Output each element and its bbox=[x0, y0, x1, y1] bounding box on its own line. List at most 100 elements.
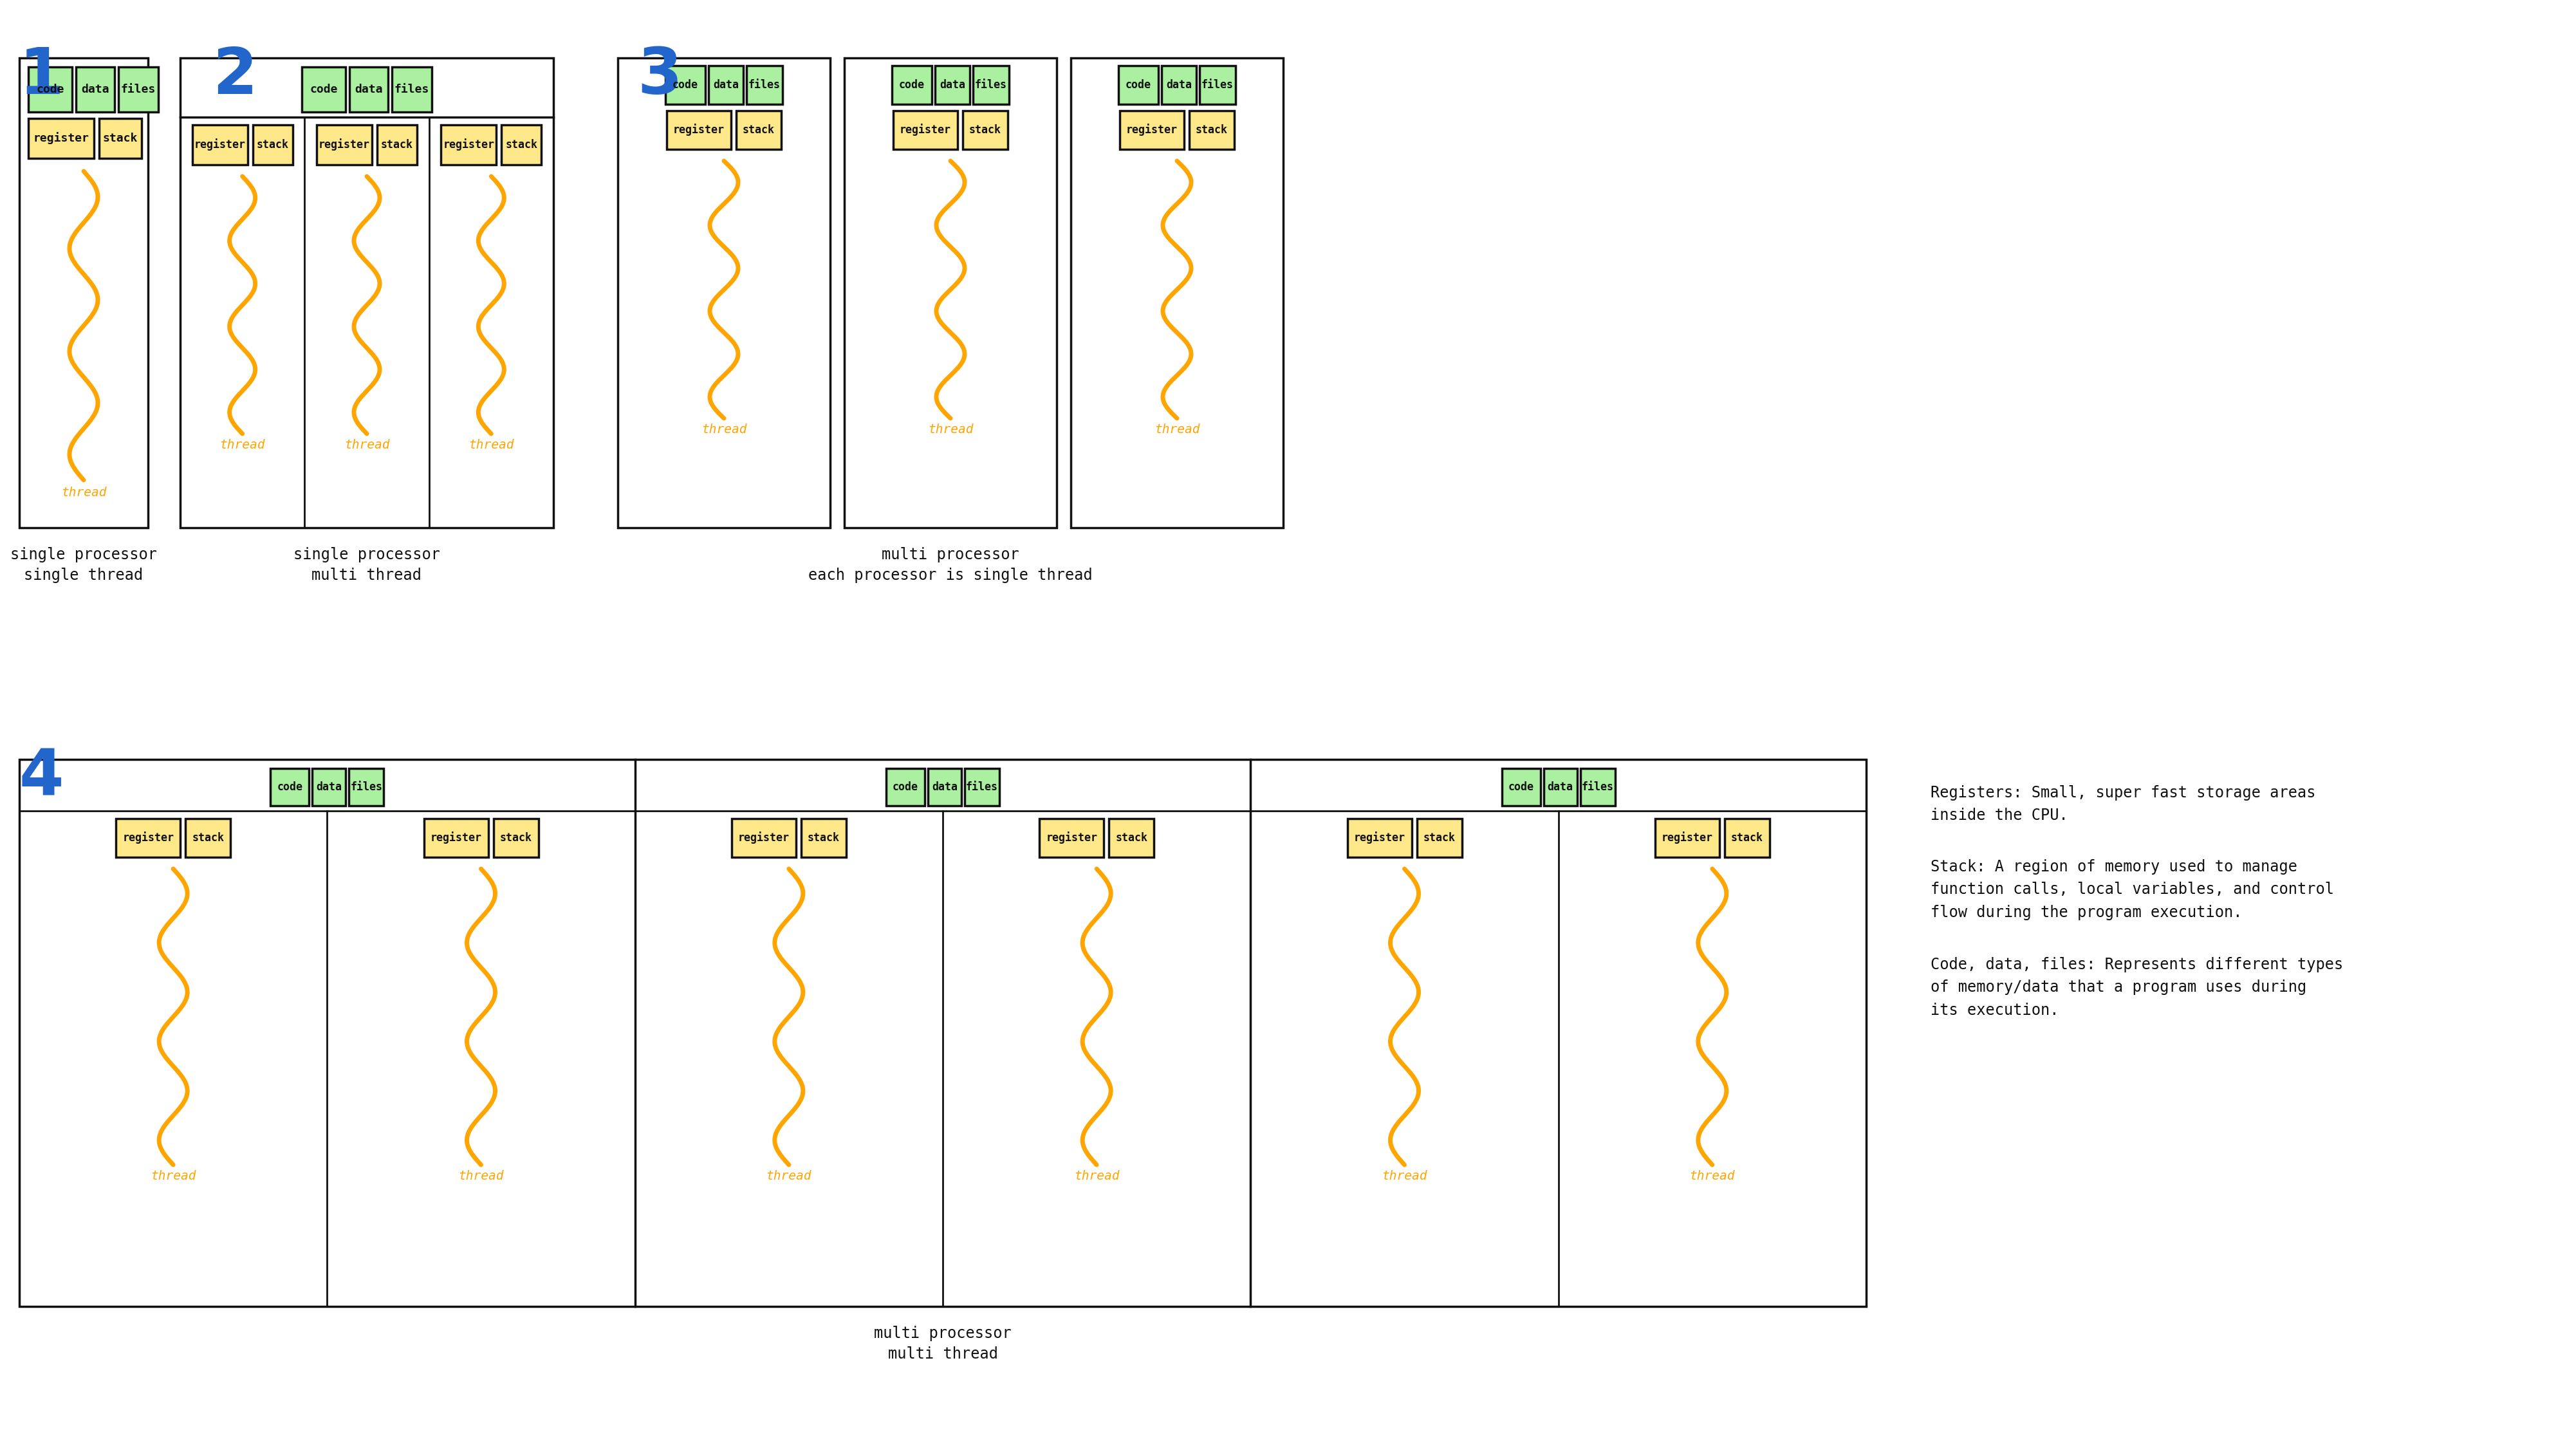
Text: code: code bbox=[1507, 781, 1533, 793]
Text: thread: thread bbox=[1381, 1170, 1427, 1183]
Bar bbox=[392, 68, 433, 112]
Text: stack: stack bbox=[191, 832, 224, 843]
Bar bbox=[1038, 819, 1103, 858]
Bar bbox=[1162, 66, 1195, 104]
Text: multi thread: multi thread bbox=[312, 567, 422, 583]
Bar bbox=[618, 58, 829, 528]
Bar bbox=[963, 111, 1007, 150]
Bar bbox=[927, 768, 961, 806]
Text: Stack: A region of memory used to manage
function calls, local variables, and co: Stack: A region of memory used to manage… bbox=[1929, 859, 2334, 920]
Bar bbox=[376, 125, 417, 164]
Bar bbox=[270, 768, 309, 806]
Bar bbox=[75, 68, 113, 112]
Text: each processor is single thread: each processor is single thread bbox=[809, 567, 1092, 583]
Bar bbox=[1417, 819, 1461, 858]
Text: 4: 4 bbox=[18, 747, 64, 809]
Text: files: files bbox=[394, 83, 430, 95]
Text: files: files bbox=[750, 79, 781, 91]
Text: thread: thread bbox=[219, 439, 265, 452]
Text: code: code bbox=[36, 83, 64, 95]
Text: register: register bbox=[737, 832, 788, 845]
Bar bbox=[935, 66, 969, 104]
Bar bbox=[118, 68, 157, 112]
Bar bbox=[963, 768, 999, 806]
Bar bbox=[886, 768, 925, 806]
Text: register: register bbox=[899, 124, 951, 137]
Bar bbox=[185, 819, 229, 858]
Text: stack: stack bbox=[742, 124, 775, 135]
Bar bbox=[425, 819, 487, 858]
Text: register: register bbox=[124, 832, 173, 845]
Bar bbox=[98, 118, 142, 158]
Bar bbox=[665, 66, 706, 104]
Bar bbox=[348, 768, 384, 806]
Text: data: data bbox=[1167, 79, 1193, 91]
Bar bbox=[1347, 819, 1412, 858]
Text: single processor: single processor bbox=[294, 547, 440, 563]
Text: files: files bbox=[1582, 781, 1613, 793]
Text: code: code bbox=[278, 781, 301, 793]
Text: stack: stack bbox=[1195, 124, 1229, 135]
Bar bbox=[1118, 66, 1159, 104]
Bar bbox=[252, 125, 294, 164]
Bar bbox=[737, 111, 781, 150]
Text: thread: thread bbox=[701, 423, 747, 436]
Bar bbox=[180, 58, 554, 528]
Text: thread: thread bbox=[1690, 1170, 1736, 1183]
Bar bbox=[801, 819, 845, 858]
Text: data: data bbox=[82, 83, 108, 95]
Text: register: register bbox=[193, 138, 245, 151]
Text: code: code bbox=[1126, 79, 1151, 91]
Bar bbox=[894, 111, 958, 150]
Bar bbox=[1200, 66, 1236, 104]
Text: data: data bbox=[355, 83, 384, 95]
Bar bbox=[708, 66, 744, 104]
Text: files: files bbox=[121, 83, 157, 95]
Bar bbox=[667, 111, 732, 150]
Text: code: code bbox=[891, 781, 917, 793]
Text: register: register bbox=[1352, 832, 1404, 845]
Text: stack: stack bbox=[1422, 832, 1455, 843]
Text: single thread: single thread bbox=[23, 567, 144, 583]
Text: register: register bbox=[1662, 832, 1713, 845]
Text: thread: thread bbox=[469, 439, 513, 452]
Bar bbox=[18, 760, 1865, 1307]
Bar bbox=[317, 125, 371, 164]
Text: register: register bbox=[33, 132, 90, 144]
Text: code: code bbox=[672, 79, 698, 91]
Bar bbox=[28, 68, 72, 112]
Text: files: files bbox=[350, 781, 381, 793]
Text: files: files bbox=[966, 781, 997, 793]
Text: register: register bbox=[1046, 832, 1097, 845]
Text: stack: stack bbox=[258, 140, 289, 151]
Text: thread: thread bbox=[345, 439, 389, 452]
Text: register: register bbox=[672, 124, 724, 137]
Text: stack: stack bbox=[381, 140, 412, 151]
Bar bbox=[1723, 819, 1770, 858]
Bar bbox=[845, 58, 1056, 528]
Text: multi processor: multi processor bbox=[873, 1325, 1012, 1341]
Text: thread: thread bbox=[927, 423, 974, 436]
Bar bbox=[1654, 819, 1718, 858]
Text: multi thread: multi thread bbox=[889, 1347, 997, 1361]
Text: data: data bbox=[933, 781, 958, 793]
Text: code: code bbox=[309, 83, 337, 95]
Text: register: register bbox=[319, 138, 371, 151]
Text: data: data bbox=[317, 781, 343, 793]
Bar bbox=[193, 125, 247, 164]
Text: data: data bbox=[714, 79, 739, 91]
Bar bbox=[301, 68, 345, 112]
Text: 3: 3 bbox=[636, 45, 683, 108]
Text: thread: thread bbox=[149, 1170, 196, 1183]
Text: stack: stack bbox=[1731, 832, 1762, 843]
Text: thread: thread bbox=[459, 1170, 505, 1183]
Text: multi processor: multi processor bbox=[881, 547, 1020, 563]
Text: files: files bbox=[974, 79, 1007, 91]
Text: thread: thread bbox=[765, 1170, 811, 1183]
Text: data: data bbox=[940, 79, 966, 91]
Bar bbox=[1502, 768, 1540, 806]
Bar bbox=[28, 118, 93, 158]
Text: register: register bbox=[443, 138, 495, 151]
Text: stack: stack bbox=[103, 132, 139, 144]
Text: thread: thread bbox=[1154, 423, 1200, 436]
